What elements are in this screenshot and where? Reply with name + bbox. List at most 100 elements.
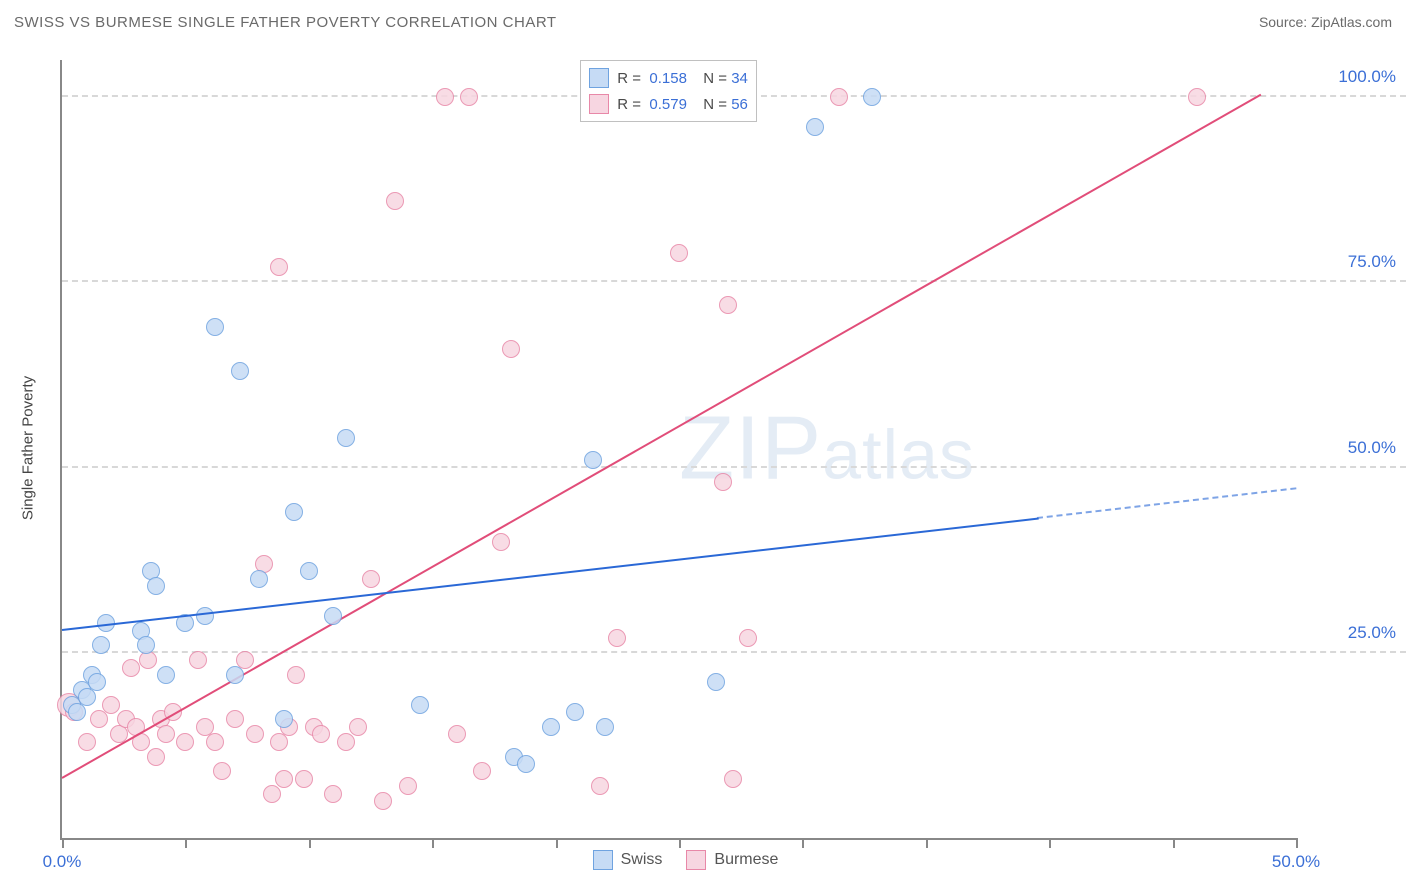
scatter-plot: ZIPatlas 25.0%50.0%75.0%100.0%0.0%50.0%R… [60, 60, 1296, 840]
gridline-horizontal [62, 651, 1406, 653]
x-tick [802, 838, 804, 848]
x-tick-label: 50.0% [1272, 852, 1320, 872]
x-tick [432, 838, 434, 848]
scatter-point-burmese [1188, 88, 1206, 106]
scatter-point-burmese [608, 629, 626, 647]
scatter-point-swiss [542, 718, 560, 736]
scatter-point-burmese [213, 762, 231, 780]
regression-line-swiss-dashed [1037, 488, 1297, 520]
y-tick-label: 25.0% [1348, 623, 1396, 643]
x-tick [556, 838, 558, 848]
scatter-point-burmese [122, 659, 140, 677]
scatter-point-burmese [719, 296, 737, 314]
scatter-point-burmese [670, 244, 688, 262]
scatter-point-burmese [312, 725, 330, 743]
x-tick [185, 838, 187, 848]
scatter-point-burmese [157, 725, 175, 743]
scatter-point-swiss [226, 666, 244, 684]
scatter-point-burmese [246, 725, 264, 743]
scatter-point-swiss [411, 696, 429, 714]
scatter-point-swiss [196, 607, 214, 625]
legend-n-value: 56 [731, 96, 748, 113]
scatter-point-swiss [517, 755, 535, 773]
scatter-point-burmese [492, 533, 510, 551]
legend-row-burmese: R = 0.579 N = 56 [589, 91, 748, 117]
plot-area: Single Father Poverty ZIPatlas 25.0%50.0… [38, 44, 1406, 852]
chart-header: SWISS VS BURMESE SINGLE FATHER POVERTY C… [0, 0, 1406, 44]
y-tick-label: 75.0% [1348, 252, 1396, 272]
legend-r-label: R = 0.158 [617, 70, 687, 87]
scatter-point-swiss [250, 570, 268, 588]
scatter-point-swiss [157, 666, 175, 684]
scatter-point-burmese [337, 733, 355, 751]
x-tick [309, 838, 311, 848]
legend-r-value: 0.158 [649, 70, 687, 87]
scatter-point-swiss [806, 118, 824, 136]
scatter-point-swiss [584, 451, 602, 469]
scatter-point-burmese [176, 733, 194, 751]
scatter-point-burmese [287, 666, 305, 684]
y-axis-label: Single Father Poverty [20, 376, 37, 520]
legend-item-swiss: Swiss [593, 850, 663, 870]
legend-swatch-burmese [686, 850, 706, 870]
source-label: Source: ZipAtlas.com [1259, 14, 1392, 30]
scatter-point-burmese [102, 696, 120, 714]
regression-line-swiss [62, 517, 1039, 630]
y-tick-label: 50.0% [1348, 438, 1396, 458]
scatter-point-burmese [226, 710, 244, 728]
legend-swatch-swiss [589, 68, 609, 88]
scatter-point-swiss [596, 718, 614, 736]
scatter-point-burmese [147, 748, 165, 766]
scatter-point-swiss [324, 607, 342, 625]
scatter-point-burmese [374, 792, 392, 810]
x-tick [1049, 838, 1051, 848]
scatter-point-burmese [830, 88, 848, 106]
scatter-point-burmese [189, 651, 207, 669]
legend-series-label: Swiss [621, 851, 663, 869]
scatter-point-swiss [707, 673, 725, 691]
gridline-horizontal [62, 466, 1406, 468]
scatter-point-swiss [147, 577, 165, 595]
scatter-point-burmese [714, 473, 732, 491]
scatter-point-burmese [349, 718, 367, 736]
scatter-point-burmese [78, 733, 96, 751]
legend-r-value: 0.579 [649, 96, 687, 113]
legend-row-swiss: R = 0.158 N = 34 [589, 65, 748, 91]
scatter-point-burmese [448, 725, 466, 743]
scatter-point-swiss [275, 710, 293, 728]
scatter-point-burmese [386, 192, 404, 210]
scatter-point-burmese [724, 770, 742, 788]
scatter-point-burmese [90, 710, 108, 728]
scatter-point-swiss [92, 636, 110, 654]
scatter-point-burmese [473, 762, 491, 780]
legend-n-label: N = 56 [695, 96, 748, 113]
x-tick-label: 0.0% [43, 852, 82, 872]
scatter-point-burmese [362, 570, 380, 588]
correlation-legend: R = 0.158 N = 34R = 0.579 N = 56 [580, 60, 757, 122]
scatter-point-swiss [863, 88, 881, 106]
series-legend: Swiss Burmese [593, 850, 779, 870]
scatter-point-swiss [231, 362, 249, 380]
scatter-point-burmese [739, 629, 757, 647]
x-tick [1296, 838, 1298, 848]
scatter-point-burmese [263, 785, 281, 803]
scatter-point-burmese [460, 88, 478, 106]
x-tick [679, 838, 681, 848]
scatter-point-swiss [88, 673, 106, 691]
x-tick [926, 838, 928, 848]
scatter-point-burmese [324, 785, 342, 803]
scatter-point-burmese [436, 88, 454, 106]
scatter-point-swiss [285, 503, 303, 521]
y-tick-label: 100.0% [1338, 67, 1396, 87]
scatter-point-burmese [295, 770, 313, 788]
legend-series-label: Burmese [714, 851, 778, 869]
legend-r-label: R = 0.579 [617, 96, 687, 113]
scatter-point-swiss [566, 703, 584, 721]
legend-swatch-burmese [589, 94, 609, 114]
scatter-point-burmese [270, 258, 288, 276]
scatter-point-burmese [591, 777, 609, 795]
legend-n-value: 34 [731, 70, 748, 87]
legend-n-label: N = 34 [695, 70, 748, 87]
chart-title: SWISS VS BURMESE SINGLE FATHER POVERTY C… [14, 14, 557, 31]
gridline-horizontal [62, 280, 1406, 282]
